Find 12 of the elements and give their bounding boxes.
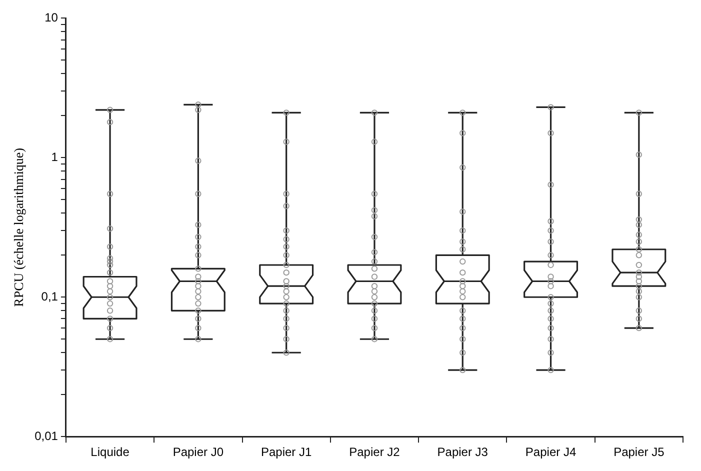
y-tick-label: 0,01: [34, 428, 58, 443]
x-tick-label: Papier J5: [614, 445, 665, 460]
x-tick-label: Papier J0: [172, 445, 224, 460]
y-tick-label: 1: [51, 150, 58, 164]
x-tick-label: Papier J2: [349, 445, 400, 460]
x-tick-label: Liquide: [90, 445, 130, 460]
x-tick-label: Papier J4: [525, 445, 576, 460]
y-tick-label: 10: [44, 10, 58, 25]
x-tick-label: Papier J1: [260, 445, 312, 460]
y-axis-title: RPCU (échelle logarithmique): [11, 148, 26, 307]
x-tick-label: Papier J3: [437, 445, 488, 460]
y-tick-label: 0,1: [41, 289, 58, 304]
